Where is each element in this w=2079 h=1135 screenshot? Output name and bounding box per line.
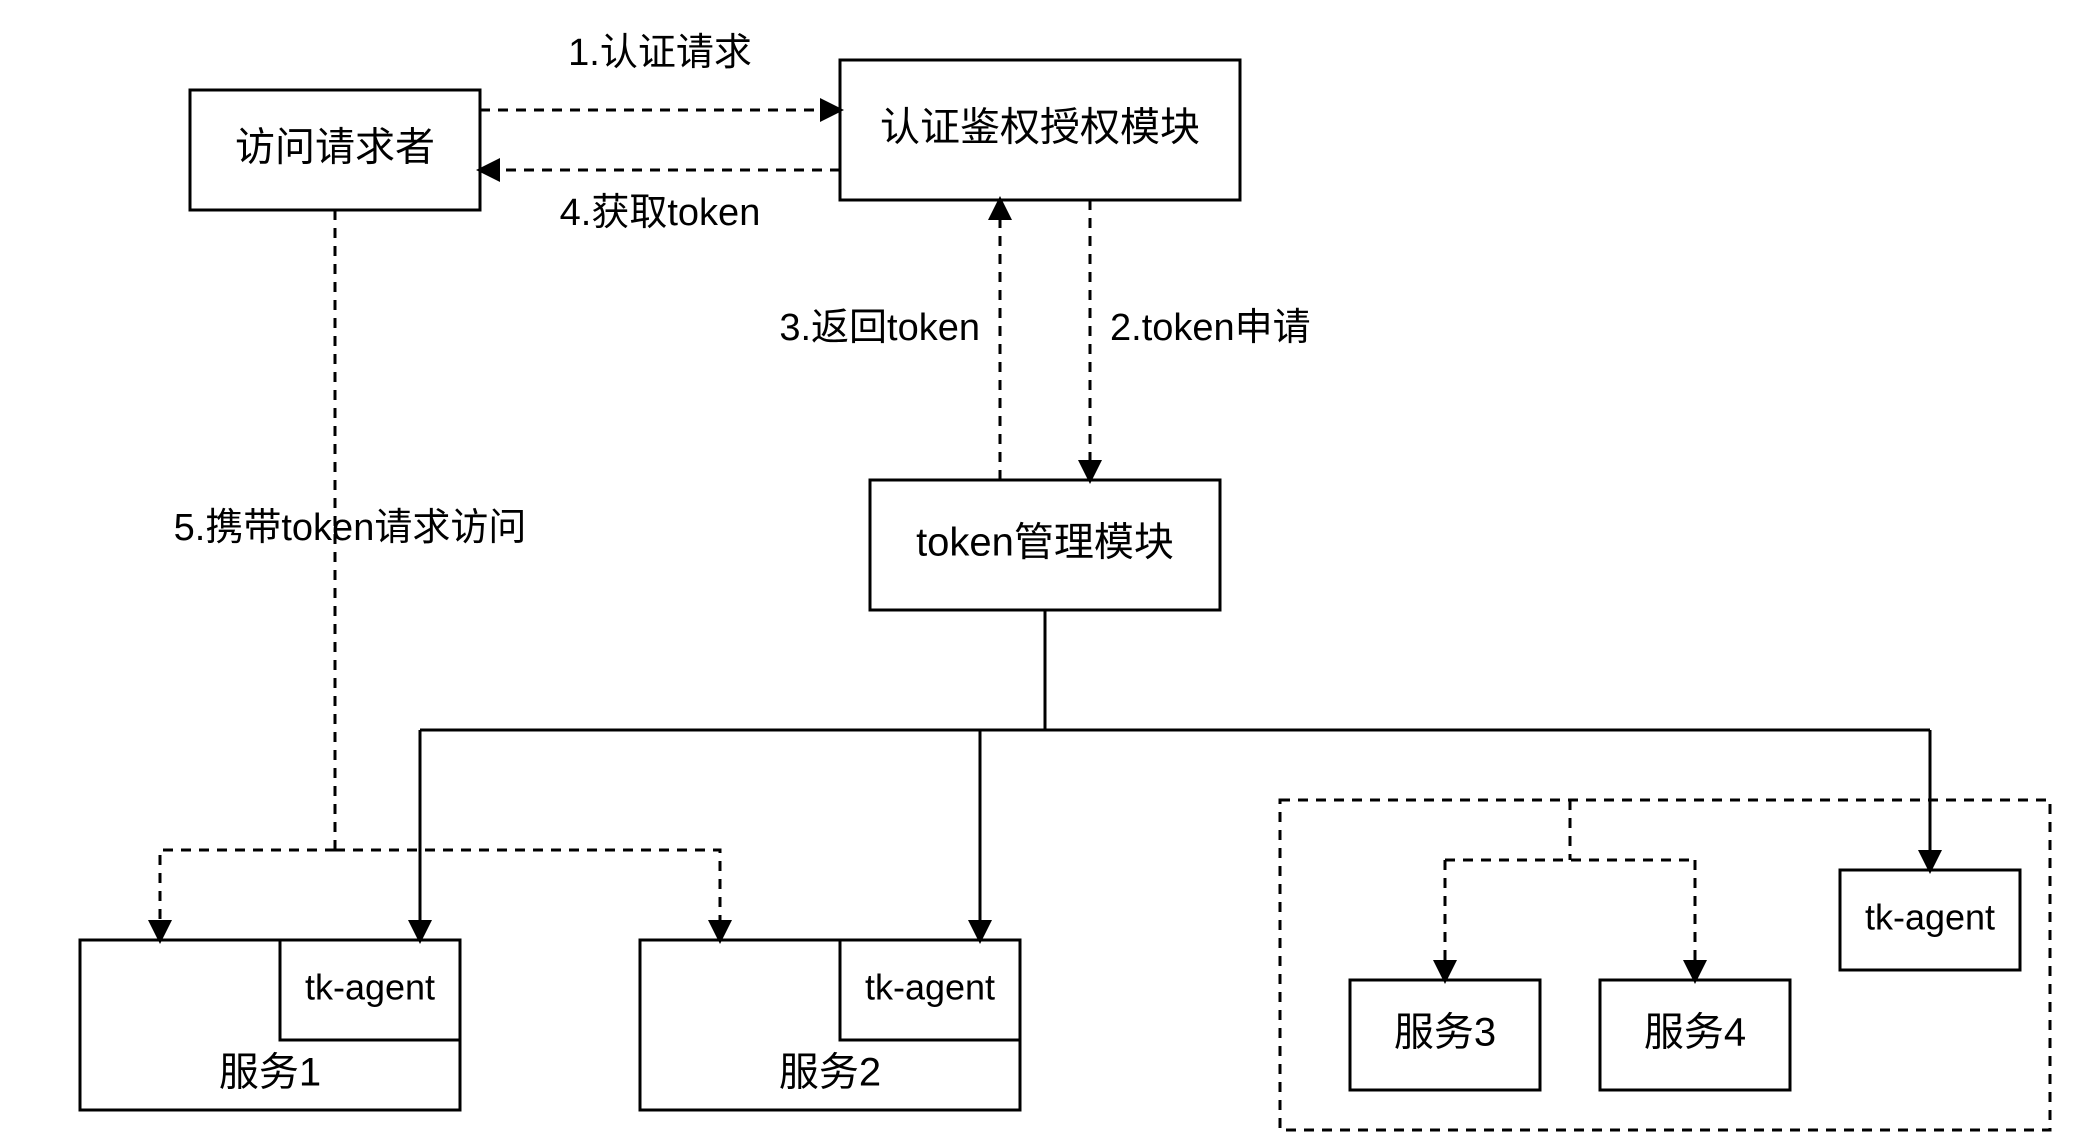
edge-carry-token-svc2 (335, 850, 720, 940)
edge-token-apply-label: 2.token申请 (1110, 307, 1311, 349)
edge-carry-token-label: 5.携带token请求访问 (174, 507, 527, 549)
edge-carry-token-svc1 (160, 850, 335, 940)
service4-label: 服务4 (1644, 1011, 1746, 1055)
service1-label: 服务1 (219, 1051, 321, 1095)
service2-agent-label: tk-agent (865, 967, 995, 1008)
service3-label: 服务3 (1394, 1011, 1496, 1055)
service2-label: 服务2 (779, 1051, 881, 1095)
edge-auth-request-label: 1.认证请求 (568, 32, 752, 74)
service1-agent-label: tk-agent (305, 967, 435, 1008)
group-agent-label: tk-agent (1865, 897, 1995, 938)
auth-module-label: 认证鉴权授权模块 (880, 106, 1200, 150)
requester-label: 访问请求者 (235, 126, 435, 170)
architecture-diagram: 访问请求者 认证鉴权授权模块 token管理模块 服务1 tk-agent 服务… (0, 0, 2079, 1135)
edge-get-token-label: 4.获取token (560, 192, 761, 234)
token-manager-label: token管理模块 (916, 521, 1174, 565)
edge-return-token-label: 3.返回token (779, 307, 980, 349)
